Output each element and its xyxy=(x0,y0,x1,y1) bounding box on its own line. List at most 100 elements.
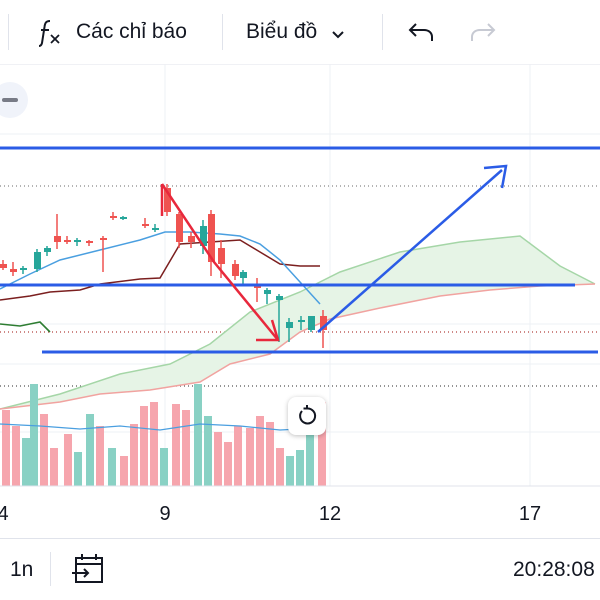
calendar-range-icon xyxy=(70,552,106,588)
volume-bar xyxy=(86,414,94,486)
up-candle xyxy=(200,226,207,246)
toolbar-divider-2 xyxy=(382,14,383,50)
green-lagging-line xyxy=(0,321,51,333)
down-candle xyxy=(10,269,17,272)
price-chart[interactable]: 4 9 12 17 xyxy=(0,64,600,538)
collapse-icon[interactable] xyxy=(0,82,28,118)
collapse-bar xyxy=(2,98,18,102)
volume-bar xyxy=(172,404,180,486)
volume-bar xyxy=(194,384,202,486)
chart-type-label: Biểu đồ xyxy=(246,20,318,43)
up-candle xyxy=(152,228,159,230)
up-candle xyxy=(298,320,305,322)
indicators-button[interactable]: Các chỉ báo xyxy=(36,0,187,64)
volume-bar xyxy=(150,402,158,486)
function-fx-icon xyxy=(36,17,64,47)
lightblue-conversion-line xyxy=(0,231,321,305)
indicators-label: Các chỉ báo xyxy=(76,20,187,43)
down-candle xyxy=(0,264,7,268)
up-candle xyxy=(240,272,247,278)
volume-bar xyxy=(246,428,254,486)
volume-bar xyxy=(182,410,190,486)
volume-bar xyxy=(2,410,10,486)
up-candle xyxy=(74,240,81,242)
date-range-button[interactable] xyxy=(70,552,106,588)
volume-series xyxy=(2,384,326,486)
downtrend-arrowhead xyxy=(256,319,280,342)
x-tick-label: 4 xyxy=(0,503,9,525)
volume-bar xyxy=(214,432,222,486)
undo-button[interactable] xyxy=(408,0,434,64)
volume-bar xyxy=(74,452,82,486)
ichimoku-cloud xyxy=(0,236,595,409)
redo-button[interactable] xyxy=(470,0,496,64)
top-toolbar: Các chỉ báo Biểu đồ xyxy=(0,0,600,64)
volume-bar xyxy=(204,416,212,486)
x-tick-label: 9 xyxy=(159,503,170,525)
down-candle xyxy=(164,188,171,212)
down-candle xyxy=(100,238,107,240)
bottom-bar-divider xyxy=(50,552,51,586)
up-candle xyxy=(20,268,27,270)
volume-bar xyxy=(140,406,148,486)
undo-icon xyxy=(408,21,434,43)
downtrend-arrow xyxy=(160,183,279,341)
down-candle xyxy=(142,224,149,226)
volume-bar xyxy=(50,448,58,486)
redo-icon xyxy=(470,21,496,43)
volume-bar xyxy=(160,448,168,486)
down-candle xyxy=(218,248,225,264)
volume-bar xyxy=(130,424,138,486)
chart-area[interactable]: 4 9 12 17 xyxy=(0,64,600,538)
volume-bar xyxy=(286,456,294,486)
volume-bar xyxy=(256,416,264,486)
down-candle xyxy=(64,240,71,242)
clock-time: 20:28:08 xyxy=(513,558,595,581)
up-candle xyxy=(276,296,283,300)
volume-bar xyxy=(296,450,304,486)
forecast-arrowhead xyxy=(483,164,508,189)
volume-bar xyxy=(40,414,48,486)
toolbar-divider-1 xyxy=(222,14,223,50)
reset-scale-icon xyxy=(296,405,318,427)
down-candle xyxy=(208,214,215,262)
cloud-span-b-line xyxy=(0,283,596,410)
toolbar-left-divider xyxy=(8,14,9,50)
chevron-down-icon xyxy=(331,27,345,39)
bottom-bar-divider-top xyxy=(0,538,600,539)
volume-bar xyxy=(64,434,72,486)
candlestick-series xyxy=(0,184,327,348)
chart-type-dropdown[interactable]: Biểu đồ xyxy=(246,0,345,64)
volume-bar xyxy=(224,442,232,486)
forecast-arrow xyxy=(317,169,503,333)
volume-bar xyxy=(30,384,38,486)
volume-bar xyxy=(276,448,284,486)
volume-bar xyxy=(266,422,274,486)
volume-bar xyxy=(12,426,20,486)
maroon-baseline-line xyxy=(0,239,320,301)
x-tick-label: 17 xyxy=(519,503,541,525)
volume-bar xyxy=(234,426,242,486)
x-tick-label: 12 xyxy=(319,503,341,525)
down-candle xyxy=(86,241,93,243)
interval-button[interactable]: 1n xyxy=(10,558,34,581)
volume-ma-line xyxy=(0,423,321,431)
up-candle xyxy=(286,322,293,328)
volume-bar xyxy=(120,456,128,486)
down-candle xyxy=(188,236,195,242)
bottom-bar: 1n 20:28:08 xyxy=(0,538,600,600)
up-candle xyxy=(308,316,315,330)
up-candle xyxy=(264,290,271,294)
cloud-span-a-line xyxy=(0,235,596,410)
volume-bar xyxy=(306,430,314,486)
down-candle xyxy=(232,264,239,276)
volume-bar xyxy=(96,426,104,486)
up-candle xyxy=(34,252,41,269)
down-candle xyxy=(320,316,327,330)
volume-bar xyxy=(108,448,116,486)
down-candle xyxy=(176,214,183,242)
down-candle xyxy=(110,216,117,218)
volume-bar xyxy=(22,438,30,486)
up-candle xyxy=(120,217,127,219)
reset-scale-button[interactable] xyxy=(288,397,326,435)
